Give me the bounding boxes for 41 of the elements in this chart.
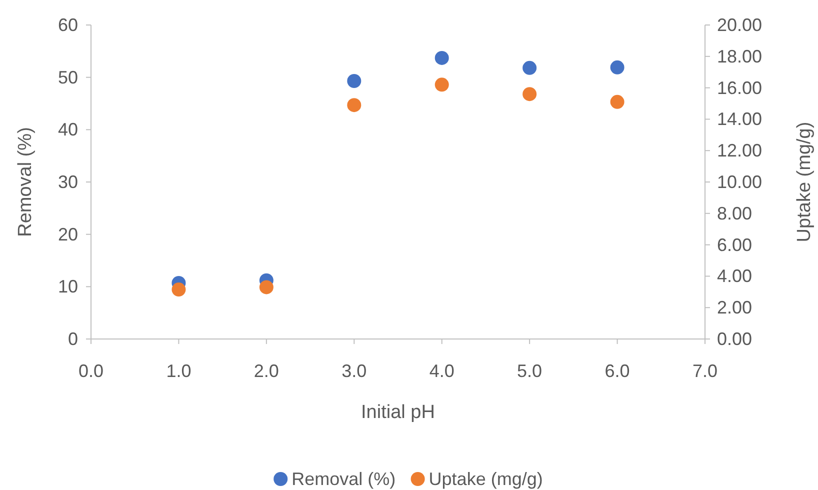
x-tick-label: 7.0 (692, 361, 718, 381)
point (610, 60, 624, 74)
y2-tick-label: 14.00 (717, 109, 762, 130)
point (434, 50, 449, 65)
y2-tick-label: 16.00 (717, 78, 762, 98)
point (522, 87, 537, 102)
point (347, 74, 362, 88)
y2-tick-label: 0.00 (717, 329, 752, 349)
y2-tick-label: 4.00 (717, 266, 752, 286)
x-tick-label: 2.0 (254, 361, 279, 381)
y2-tick-label: 12.00 (717, 140, 762, 161)
x-tick-label: 4.0 (429, 361, 454, 381)
y2-tick-label: 20.00 (717, 15, 762, 35)
legend-label: Uptake (mg/g) (428, 469, 543, 489)
x-tick-label: 6.0 (604, 361, 630, 381)
x-axis-title: Initial pH (361, 402, 435, 423)
point (610, 94, 624, 109)
x-tick-label: 3.0 (342, 361, 367, 381)
point (522, 60, 537, 75)
y-tick-label: 30 (58, 172, 78, 192)
y-tick-label: 20 (58, 224, 78, 244)
y2-tick-label: 8.00 (717, 203, 752, 224)
y-tick-label: 0 (68, 329, 78, 349)
y2-tick-label: 10.00 (717, 172, 762, 192)
x-tick-label: 0.0 (78, 361, 104, 381)
x-tick-label: 5.0 (517, 361, 542, 381)
point (347, 98, 362, 112)
y-tick-label: 60 (58, 15, 78, 35)
y-axis-title: Removal (%) (15, 127, 36, 237)
y2-tick-label: 2.00 (717, 298, 752, 318)
point (434, 78, 449, 92)
point (172, 282, 186, 297)
y-tick-label: 10 (58, 276, 78, 297)
y-tick-label: 40 (58, 120, 78, 140)
y2-tick-label: 18.00 (717, 46, 762, 66)
point (259, 280, 274, 294)
legend-label: Removal (%) (292, 469, 396, 489)
y-tick-label: 50 (58, 67, 78, 88)
x-tick-label: 1.0 (166, 361, 192, 381)
y2-axis-title: Uptake (mg/g) (794, 122, 815, 242)
y2-tick-label: 6.00 (717, 234, 752, 255)
